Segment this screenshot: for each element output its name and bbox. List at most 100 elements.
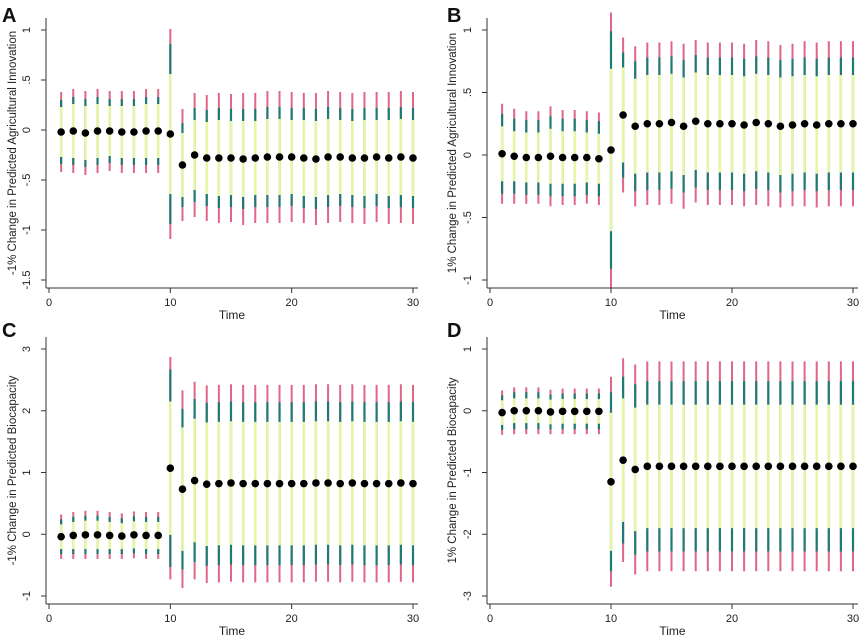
data-point [522, 153, 531, 162]
data-point [397, 153, 405, 161]
y-axis-title: 1% Change in Predicted Biocapacity [447, 377, 459, 563]
panel-letter: B [447, 5, 461, 27]
data-point [752, 462, 760, 471]
data-point [498, 149, 506, 158]
data-point [239, 155, 247, 163]
data-point [251, 154, 260, 162]
data-point [360, 479, 369, 488]
data-point [142, 531, 150, 540]
data-point [740, 462, 748, 471]
data-point [558, 407, 567, 416]
data-point [227, 154, 235, 162]
y-tick-label: -3 [462, 591, 474, 601]
data-point [691, 117, 700, 126]
data-point [570, 407, 579, 416]
data-point [595, 407, 603, 416]
data-point [239, 479, 247, 488]
data-point [130, 128, 138, 136]
data-point [130, 531, 138, 539]
x-tick-label: 0 [46, 613, 52, 625]
data-point [558, 153, 567, 162]
data-point [837, 119, 845, 128]
data-point [788, 121, 797, 129]
data-point [716, 462, 724, 471]
x-axis-title: Time [659, 624, 686, 635]
data-point [667, 118, 676, 127]
data-point [679, 462, 688, 471]
data-point [716, 119, 724, 128]
data-point [583, 153, 591, 162]
data-point [312, 155, 320, 163]
data-point [409, 154, 417, 162]
data-point [105, 127, 114, 135]
panel-letter: D [447, 320, 461, 342]
x-tick-label: 10 [164, 297, 176, 309]
y-axis-title: 1% Change in Predicted Agricultural Inno… [447, 33, 459, 273]
data-point [166, 464, 175, 472]
data-point [643, 462, 652, 471]
x-axis-title: Time [219, 308, 246, 322]
y-tick-label: -1 [21, 225, 33, 235]
data-point [227, 479, 235, 487]
y-tick-label: 1 [21, 469, 33, 475]
data-point [154, 127, 162, 135]
data-point [534, 153, 543, 162]
data-point [178, 485, 187, 493]
data-point [105, 531, 114, 540]
x-tick-label: 10 [164, 613, 176, 625]
data-point [691, 462, 700, 471]
data-point [704, 462, 712, 471]
data-point [812, 121, 821, 129]
data-point [118, 128, 126, 136]
data-point [655, 462, 664, 471]
data-point [154, 531, 162, 540]
data-point [546, 408, 555, 416]
y-tick-label: 1 [21, 27, 33, 33]
data-point [812, 462, 821, 471]
data-point [57, 128, 65, 136]
data-point [704, 119, 712, 128]
data-point [190, 151, 199, 159]
data-point [142, 127, 150, 135]
y-tick-label: 1 [462, 346, 474, 352]
y-tick-label: 0 [462, 408, 474, 414]
data-point [312, 479, 320, 487]
data-point [360, 154, 369, 162]
data-point [583, 407, 591, 416]
data-point [655, 119, 664, 128]
x-tick-label: 20 [286, 613, 298, 625]
y-tick-label: 0 [462, 152, 474, 158]
data-point [69, 127, 78, 135]
x-tick-label: 30 [407, 613, 419, 625]
data-point [800, 462, 809, 471]
data-point [372, 479, 381, 488]
data-point [619, 111, 627, 119]
data-point [522, 406, 531, 415]
y-tick-label: -1 [462, 275, 474, 285]
data-point [287, 153, 296, 161]
x-tick-label: 20 [286, 297, 298, 309]
x-tick-label: 30 [847, 297, 859, 309]
x-tick-label: 0 [487, 297, 493, 309]
data-point [324, 479, 332, 487]
data-point [336, 479, 345, 488]
data-point [215, 154, 223, 162]
data-point [728, 119, 736, 128]
data-point [372, 153, 381, 161]
data-point [93, 531, 102, 539]
data-point [510, 406, 518, 415]
data-point [81, 129, 90, 137]
data-point [800, 119, 809, 128]
y-tick-label: 2 [21, 408, 33, 414]
y-tick-label: 1 [462, 27, 474, 33]
data-point [348, 154, 357, 162]
data-point [384, 479, 393, 488]
data-point [740, 121, 748, 129]
data-point [81, 531, 90, 539]
data-point [384, 154, 393, 162]
y-tick-label: -1.5 [21, 271, 33, 290]
data-point [287, 479, 296, 488]
